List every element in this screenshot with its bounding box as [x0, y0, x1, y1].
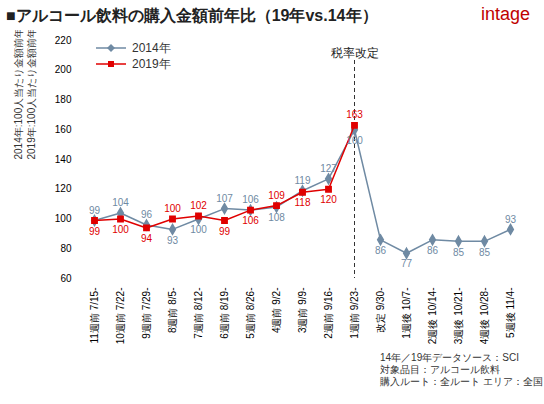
html-text:2014年: 2014年: [132, 40, 171, 55]
svg-text:163: 163: [346, 109, 363, 120]
html-text:■アルコール飲料の購入金額前年比（19年vs.14年）: ■アルコール飲料の購入金額前年比（19年vs.14年）: [6, 7, 378, 24]
svg-text:100: 100: [55, 213, 72, 224]
svg-text:200: 200: [55, 64, 72, 75]
svg-text:77: 77: [401, 258, 413, 269]
svg-text:120: 120: [55, 183, 72, 194]
svg-text:85: 85: [453, 247, 465, 258]
svg-text:10週前 7/22-: 10週前 7/22-: [115, 288, 126, 345]
svg-text:93: 93: [167, 235, 179, 246]
svg-text:6週前 8/19-: 6週前 8/19-: [219, 288, 230, 339]
svg-text:160: 160: [346, 135, 363, 146]
svg-text:108: 108: [268, 212, 285, 223]
svg-text:107: 107: [216, 193, 233, 204]
svg-text:94: 94: [141, 233, 153, 244]
svg-text:9週前 7/29-: 9週前 7/29-: [141, 288, 152, 339]
svg-text:改定 9/30-: 改定 9/30-: [375, 288, 386, 334]
svg-text:104: 104: [112, 197, 129, 208]
svg-text:109: 109: [268, 190, 285, 201]
svg-text:100: 100: [190, 224, 207, 235]
svg-text:180: 180: [55, 94, 72, 105]
svg-text:3週後 10/21-: 3週後 10/21-: [453, 288, 464, 345]
svg-text:2014年:100人当たり金額前年比(%): 2014年:100人当たり金額前年比(%): [13, 30, 24, 160]
svg-text:4週前 9/2-: 4週前 9/2-: [271, 288, 282, 334]
svg-text:118: 118: [295, 197, 311, 208]
html-text:2019年: 2019年: [132, 56, 171, 71]
svg-text:106: 106: [242, 194, 259, 205]
svg-text:99: 99: [219, 226, 231, 237]
svg-text:60: 60: [60, 273, 72, 284]
svg-text:127: 127: [320, 163, 337, 174]
html-text:対象品目：アルコール飲料: 対象品目：アルコール飲料: [380, 364, 500, 375]
svg-text:99: 99: [89, 226, 101, 237]
svg-text:80: 80: [60, 243, 72, 254]
svg-text:220: 220: [55, 35, 72, 46]
html-text:購入ルート：全ルート エリア：全国: 購入ルート：全ルート エリア：全国: [380, 376, 543, 387]
svg-text:119: 119: [295, 175, 311, 186]
svg-text:5週後 11/4-: 5週後 11/4-: [505, 288, 516, 338]
svg-text:86: 86: [375, 245, 387, 256]
svg-text:102: 102: [190, 200, 207, 211]
svg-text:100: 100: [164, 203, 181, 214]
svg-text:160: 160: [55, 124, 72, 135]
svg-text:85: 85: [479, 247, 491, 258]
svg-text:8週前 8/5-: 8週前 8/5-: [167, 288, 178, 334]
svg-text:2019年:100人当たり金額前年比(%): 2019年:100人当たり金額前年比(%): [26, 30, 37, 160]
svg-text:120: 120: [320, 194, 337, 205]
svg-text:1週後 10/7-: 1週後 10/7-: [401, 288, 412, 339]
svg-text:2週前 9/16-: 2週前 9/16-: [323, 288, 334, 339]
svg-text:2週後 10/14-: 2週後 10/14-: [427, 288, 438, 345]
svg-text:税率改定: 税率改定: [331, 46, 379, 60]
svg-text:99: 99: [89, 205, 101, 216]
svg-text:96: 96: [141, 209, 153, 220]
svg-text:5週前 8/26-: 5週前 8/26-: [245, 288, 256, 339]
svg-text:4週後 10/28-: 4週後 10/28-: [479, 288, 490, 345]
html-text:14年／19年データソース：SCI: 14年／19年データソース：SCI: [380, 352, 519, 363]
svg-text:100: 100: [112, 224, 129, 235]
svg-text:106: 106: [242, 215, 259, 226]
svg-text:7週前 8/12-: 7週前 8/12-: [193, 288, 204, 339]
html-text:intage: intage: [481, 4, 530, 24]
svg-text:3週前 9/9-: 3週前 9/9-: [297, 288, 308, 334]
svg-text:1週前 9/23-: 1週前 9/23-: [349, 288, 360, 339]
svg-text:86: 86: [427, 245, 439, 256]
svg-text:93: 93: [505, 214, 517, 225]
svg-text:140: 140: [55, 154, 72, 165]
svg-text:11週前 7/15-: 11週前 7/15-: [89, 288, 100, 344]
